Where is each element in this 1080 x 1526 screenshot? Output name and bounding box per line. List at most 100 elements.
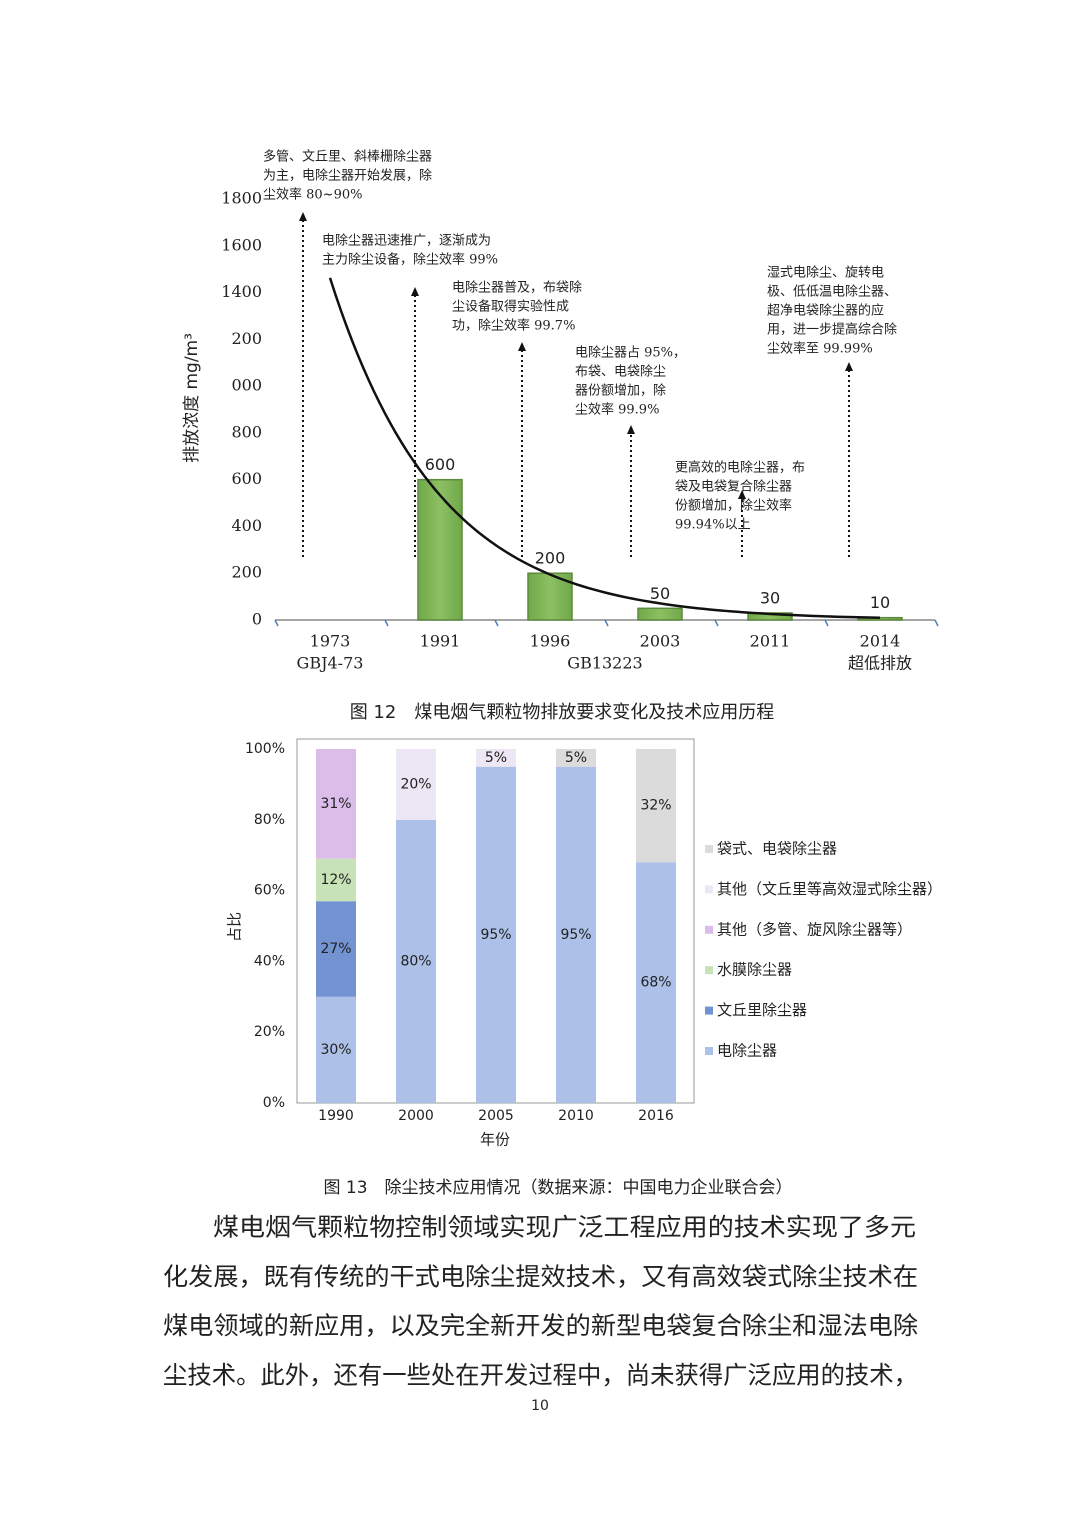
data-label: 30: [760, 588, 780, 607]
annotation-text: 超净电袋除尘器的应: [767, 303, 884, 319]
y-tick-label: 20%: [254, 1024, 285, 1040]
figure-caption: 图 13 除尘技术应用情况（数据来源：中国电力企业联合会）: [323, 1178, 792, 1198]
bar-segment: [316, 996, 356, 1103]
data-label: 10: [870, 593, 890, 612]
annotation-text: 电除尘器普及，布袋除: [452, 281, 582, 296]
x-axis-tick: [494, 619, 499, 627]
bar-segment: [316, 901, 356, 997]
x-tick-label: 1973: [310, 632, 351, 651]
data-label: 32%: [640, 798, 671, 814]
bar-segment: [556, 766, 596, 1103]
annotation-text: 电除尘器占 95%，: [575, 346, 686, 361]
annotation-text: 功，除尘效率 99.7%: [452, 318, 575, 334]
legend-swatch: [705, 966, 713, 975]
paragraph-line: 煤电烟气颗粒物控制领域实现广泛工程应用的技术实现了多元: [213, 1213, 916, 1242]
y-tick-label: 0%: [263, 1095, 285, 1111]
bar-segment: [316, 749, 356, 859]
annotation-text: 尘效率至 99.99%: [767, 341, 873, 357]
x-axis-tick: [934, 619, 939, 627]
annotation-text: 尘效率 80~90%: [263, 187, 362, 203]
bar-segment: [476, 749, 516, 767]
x-tick-label: 2003: [640, 632, 681, 651]
x-tick-label: 2016: [638, 1108, 674, 1124]
x-axis-tick: [274, 619, 279, 627]
x-axis-tick: [824, 619, 829, 627]
data-label: 95%: [560, 927, 591, 943]
y-tick-label: 100%: [245, 741, 285, 757]
y-tick-label: 1600: [221, 235, 262, 254]
data-label: 20%: [400, 776, 431, 792]
x-axis-tick: [604, 619, 609, 627]
legend-label: 电除尘器: [717, 1042, 777, 1060]
x-tick-label: 1991: [420, 632, 461, 651]
legend-swatch: [705, 1006, 713, 1015]
bar-segment: [476, 766, 516, 1103]
annotation-text: 份额增加，除尘效率: [675, 498, 792, 514]
page-number: 10: [531, 1398, 549, 1414]
bar-segment: [556, 749, 596, 767]
bar-segment: [636, 862, 676, 1103]
x-tick-label: 2005: [478, 1108, 514, 1124]
legend-label: 袋式、电袋除尘器: [717, 840, 837, 858]
y-tick-label: 80%: [254, 812, 285, 828]
data-label: 12%: [320, 872, 351, 888]
bar-segment: [396, 749, 436, 820]
arrow-head: [518, 342, 526, 351]
y-tick-label: 1800: [221, 189, 262, 208]
bar: [417, 478, 463, 621]
annotation-text: 电除尘器迅速推广，逐渐成为: [322, 234, 491, 249]
y-axis-label: 排放浓度 mg/m³: [182, 333, 202, 463]
x-tick-label: 2010: [558, 1108, 594, 1124]
paragraph-line: 煤电领域的新应用，以及完全新开发的新型电袋复合除尘和湿法电除: [163, 1311, 918, 1340]
arrow-head: [738, 490, 746, 499]
arrow-head: [299, 212, 307, 221]
arrow-head: [845, 362, 853, 371]
legend-label: 文丘里除尘器: [717, 1001, 807, 1019]
y-tick-label: 600: [231, 469, 262, 488]
x-tick-label: 2011: [750, 632, 791, 651]
x-tick-label: 1996: [530, 632, 571, 651]
annotation-text: 极、低低温电除尘器、: [767, 285, 897, 300]
annotation-text: 湿式电除尘、旋转电: [767, 266, 884, 281]
x-axis-label: 年份: [480, 1131, 510, 1149]
legend-swatch: [705, 885, 713, 894]
x-tick-label: 2014: [860, 632, 901, 651]
arrow-head: [627, 425, 635, 434]
annotation-text: 为主，电除尘器开始发展，除: [263, 168, 432, 184]
annotation-text: 尘设备取得实验性成: [452, 299, 569, 315]
annotation-text: 器份额增加，除: [575, 384, 666, 399]
x-axis-tick: [384, 619, 389, 627]
annotation-text: 多管、文丘里、斜棒栅除尘器: [263, 149, 432, 165]
y-tick-label: 200: [231, 563, 262, 582]
arrow-head: [411, 287, 419, 296]
legend-label: 水膜除尘器: [717, 961, 792, 979]
data-label: 80%: [400, 953, 431, 969]
legend-swatch: [705, 925, 713, 934]
annotation-text: 主力除尘设备，除尘效率 99%: [322, 252, 498, 268]
annotation-text: 袋及电袋复合除尘器: [675, 480, 792, 495]
data-label: 30%: [320, 1042, 351, 1058]
y-tick-label: 0: [252, 610, 262, 629]
annotation-text: 布袋、电袋除尘: [575, 365, 666, 380]
data-label: 27%: [320, 941, 351, 957]
legend-swatch: [705, 1047, 713, 1055]
x-tick-label: 2000: [398, 1108, 434, 1124]
data-label: 5%: [485, 750, 507, 766]
y-tick-label: 1400: [221, 282, 262, 301]
legend-label: 其他（文丘里等高效湿式除尘器）: [717, 880, 942, 898]
standard-label: 超低排放: [848, 654, 912, 673]
x-axis-tick: [714, 619, 719, 627]
figure-caption: 图 12 煤电烟气颗粒物排放要求变化及技术应用历程: [350, 702, 775, 723]
x-tick-label: 1990: [318, 1108, 354, 1124]
y-tick-label: 800: [231, 422, 262, 441]
data-label: 95%: [480, 927, 511, 943]
data-label: 600: [425, 455, 456, 474]
annotation-text: 尘效率 99.9%: [575, 402, 659, 418]
data-label: 200: [535, 549, 566, 568]
paragraph-line: 化发展，既有传统的干式电除尘提效技术，又有高效袋式除尘技术在: [163, 1262, 918, 1291]
y-tick-label: 40%: [254, 953, 285, 969]
y-tick-label: 000: [231, 376, 262, 395]
